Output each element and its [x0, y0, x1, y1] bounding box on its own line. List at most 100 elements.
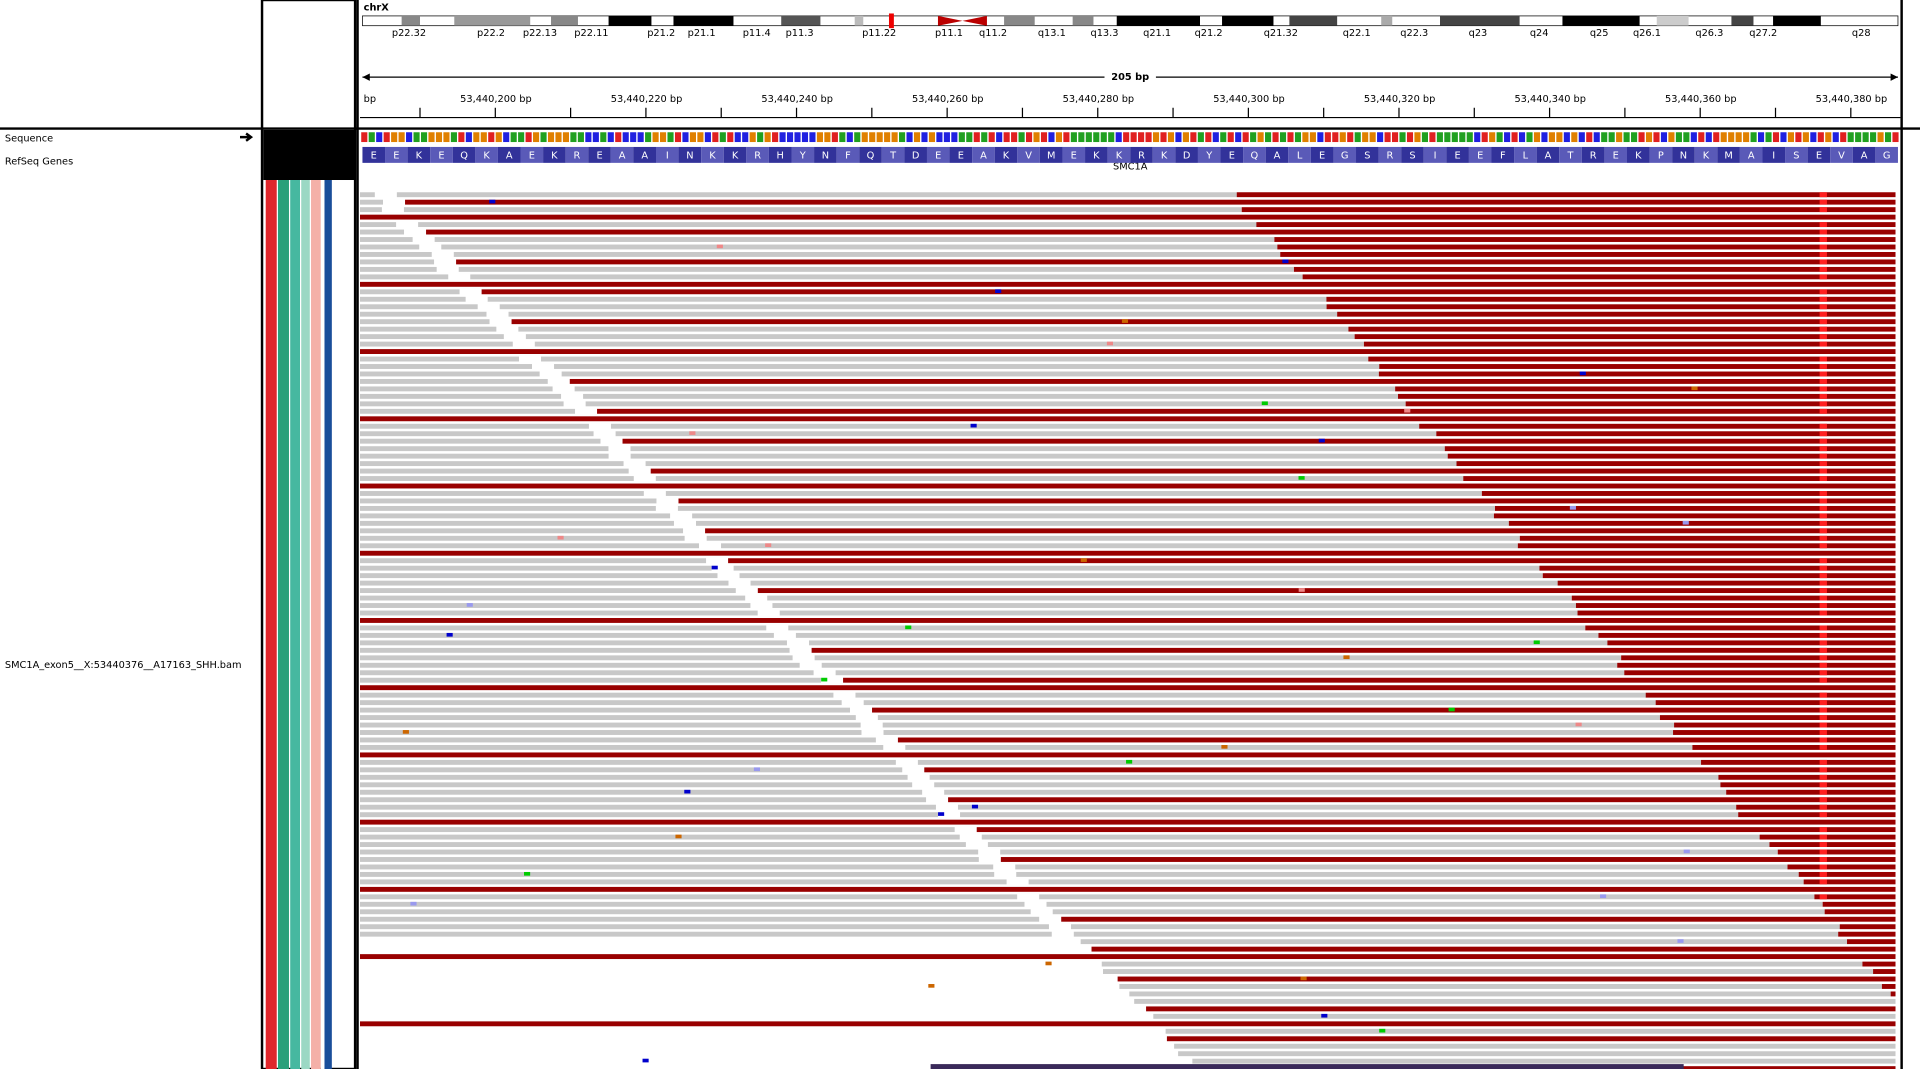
mismatch — [1819, 849, 1827, 855]
amino-acid-cell — [1468, 146, 1492, 163]
read — [360, 625, 767, 631]
cytoband — [1004, 15, 1035, 26]
amino-acid-cell — [1017, 146, 1040, 163]
read — [360, 401, 564, 407]
strand-arrow[interactable] — [240, 132, 254, 142]
base — [1571, 132, 1578, 143]
mismatch — [711, 565, 718, 570]
base — [1683, 132, 1690, 143]
amino-acid-cell — [1514, 146, 1537, 163]
read — [561, 371, 1379, 377]
read — [360, 408, 576, 414]
base — [1489, 132, 1496, 143]
amino-acid: Q — [867, 151, 875, 162]
amino-acid-cell — [1807, 146, 1831, 163]
read — [706, 535, 1520, 541]
base — [518, 132, 525, 143]
read — [360, 311, 487, 317]
read — [360, 266, 437, 272]
amino-acid-cell — [656, 146, 679, 163]
read — [1881, 984, 1896, 989]
amino-acid-cell — [949, 146, 973, 163]
read — [1759, 834, 1896, 840]
amino-acid-cell — [1739, 146, 1763, 163]
base — [1384, 132, 1391, 143]
cytoband-label: q21.32 — [1264, 28, 1298, 39]
base — [1795, 132, 1802, 143]
amino-acid-cell — [588, 146, 611, 163]
mismatch — [1300, 976, 1307, 981]
base — [1884, 132, 1892, 143]
read — [1101, 961, 1863, 967]
read — [1519, 535, 1896, 541]
read — [360, 767, 903, 773]
read — [1080, 939, 1848, 945]
cytoband-label: q13.1 — [1038, 28, 1066, 39]
read — [665, 491, 1482, 496]
read — [1280, 252, 1896, 257]
read — [1363, 341, 1896, 347]
base — [1130, 132, 1137, 143]
amino-acid-cell — [1333, 146, 1357, 163]
cytoband-label: q23 — [1469, 28, 1488, 39]
base — [1152, 132, 1160, 143]
base — [525, 132, 532, 143]
read — [360, 916, 1040, 922]
read — [705, 528, 1896, 534]
track-name[interactable]: RefSeq Genes — [5, 157, 73, 168]
amino-acid: Q — [460, 151, 468, 162]
read — [1718, 774, 1896, 780]
read — [1061, 916, 1896, 922]
base — [824, 132, 831, 143]
read — [897, 737, 1896, 743]
read — [1862, 961, 1896, 967]
read — [360, 244, 420, 250]
mismatch — [1045, 961, 1052, 966]
base — [1608, 132, 1615, 143]
read — [739, 573, 1543, 579]
base — [510, 132, 517, 143]
read — [1129, 991, 1891, 997]
amino-acid: K — [416, 151, 423, 162]
base — [1690, 132, 1697, 143]
base — [899, 132, 906, 143]
read — [1354, 334, 1896, 340]
read — [1814, 894, 1896, 900]
read — [360, 378, 548, 384]
mismatch — [971, 804, 979, 809]
position-label: 53,440,240 bp — [761, 94, 833, 105]
base — [1466, 132, 1473, 143]
base — [585, 132, 592, 143]
track-name[interactable]: Sequence — [5, 133, 53, 144]
mismatch — [1321, 1013, 1328, 1018]
base — [1601, 132, 1608, 143]
track-name[interactable]: SMC1A_exon5__X:53440376__A17163_SHH.bam — [5, 660, 242, 671]
read — [360, 229, 405, 235]
read — [788, 625, 1586, 631]
mismatch — [1819, 244, 1827, 250]
read — [360, 744, 884, 750]
amino-acid: S — [1364, 151, 1370, 162]
read — [957, 804, 1737, 810]
base — [540, 132, 547, 143]
read — [481, 289, 1896, 295]
read — [1456, 461, 1896, 467]
read — [360, 715, 856, 721]
amino-acid-cell — [1356, 146, 1379, 163]
span-label-bg — [1104, 68, 1156, 86]
amino-acid-cell — [407, 146, 431, 163]
mismatch — [1819, 558, 1827, 564]
read — [360, 386, 553, 392]
read — [1379, 364, 1896, 369]
amino-acid-cell — [1130, 146, 1153, 163]
mismatch — [1282, 259, 1289, 264]
read — [360, 730, 862, 735]
chromosome-name: chrX — [364, 2, 390, 13]
base — [1436, 132, 1443, 143]
amino-acid: T — [1567, 151, 1574, 162]
cytoband-label: q22.3 — [1400, 28, 1428, 39]
amino-acid: A — [619, 151, 626, 162]
base — [1877, 132, 1884, 143]
cytoband-label: q21.1 — [1143, 28, 1171, 39]
read — [554, 364, 1380, 369]
